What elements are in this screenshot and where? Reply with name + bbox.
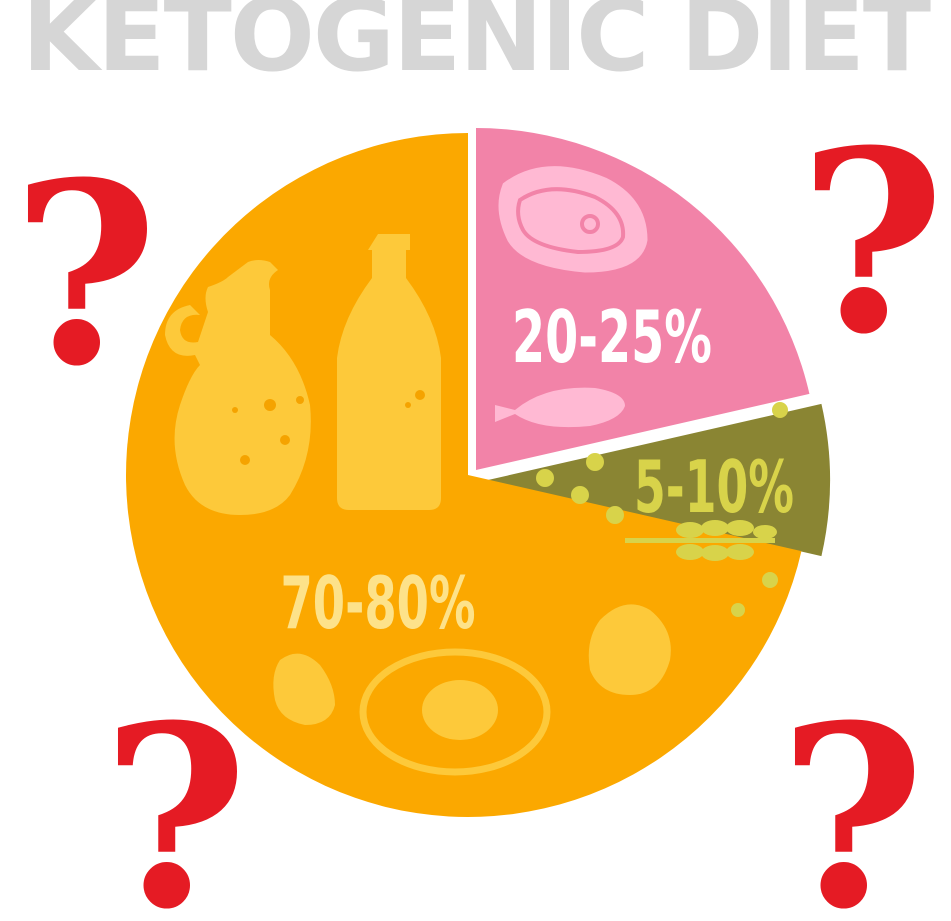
slice-label-fat: 70-80% xyxy=(281,561,476,645)
bottle-icon xyxy=(337,234,441,510)
egg-icon xyxy=(359,648,551,776)
question-mark-bottom-left: ? xyxy=(102,670,248,921)
fish-icon xyxy=(495,387,625,428)
jug-icon xyxy=(165,260,311,515)
pie-slice-carbs xyxy=(488,403,830,557)
question-mark-top-left: ? xyxy=(12,127,158,421)
question-mark-bottom-right: ? xyxy=(779,670,925,921)
slice-label-protein: 20-25% xyxy=(512,295,712,379)
wheat-icon xyxy=(625,520,777,561)
slice-label-carbs: 5-10% xyxy=(634,445,794,529)
page-title: KETOGENIC DIET xyxy=(21,0,931,94)
steak-icon xyxy=(498,166,648,273)
nut-icon xyxy=(273,604,671,725)
question-mark-top-right: ? xyxy=(799,95,945,389)
